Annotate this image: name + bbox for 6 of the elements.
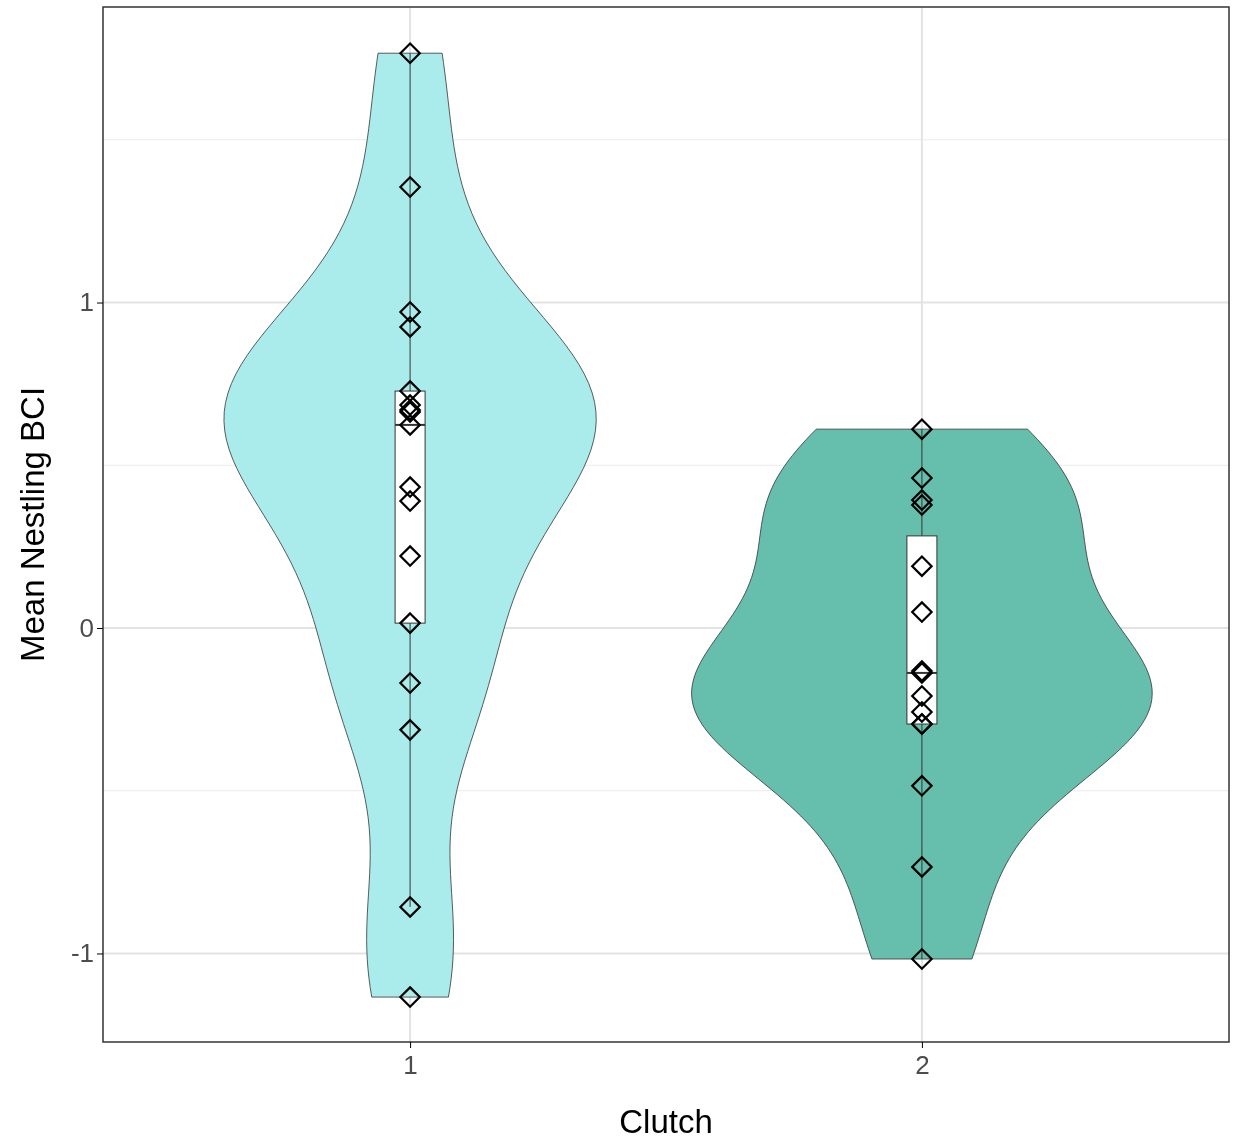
x-tick-label: 2 [915,1050,930,1081]
y-tick-label: 1 [79,287,94,318]
y-tick-label: -1 [70,938,94,969]
x-axis-title: Clutch [619,1103,713,1140]
y-axis-title: Mean Nestling BCI [14,386,51,663]
y-tick-label: 0 [79,612,94,643]
